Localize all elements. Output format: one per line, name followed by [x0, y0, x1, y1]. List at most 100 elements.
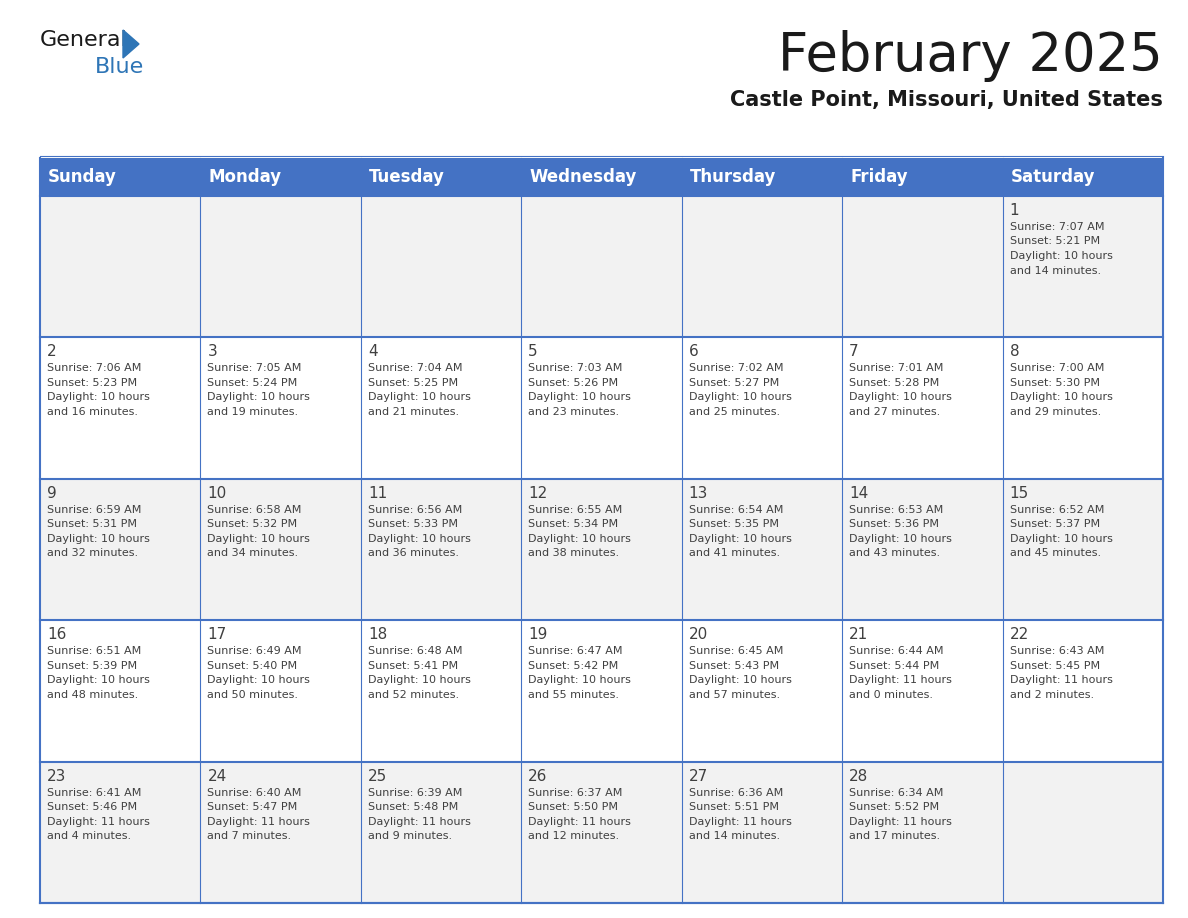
Text: Sunrise: 6:47 AM: Sunrise: 6:47 AM: [529, 646, 623, 656]
Bar: [40, 762, 1163, 903]
Text: General: General: [40, 30, 128, 50]
Text: 6: 6: [689, 344, 699, 360]
Text: Sunrise: 6:34 AM: Sunrise: 6:34 AM: [849, 788, 943, 798]
Text: and 14 minutes.: and 14 minutes.: [1010, 265, 1101, 275]
Text: 10: 10: [208, 486, 227, 501]
Text: Daylight: 10 hours: Daylight: 10 hours: [529, 676, 631, 685]
Text: Daylight: 10 hours: Daylight: 10 hours: [208, 392, 310, 402]
Text: Sunrise: 7:02 AM: Sunrise: 7:02 AM: [689, 364, 783, 374]
Text: 18: 18: [368, 627, 387, 643]
Text: Sunrise: 6:43 AM: Sunrise: 6:43 AM: [1010, 646, 1104, 656]
Text: 13: 13: [689, 486, 708, 501]
Text: and 17 minutes.: and 17 minutes.: [849, 831, 940, 841]
Text: Sunrise: 6:53 AM: Sunrise: 6:53 AM: [849, 505, 943, 515]
Text: Daylight: 10 hours: Daylight: 10 hours: [1010, 251, 1112, 261]
Text: Sunset: 5:32 PM: Sunset: 5:32 PM: [208, 520, 297, 530]
Text: 15: 15: [1010, 486, 1029, 501]
Text: Sunset: 5:33 PM: Sunset: 5:33 PM: [368, 520, 457, 530]
Text: 16: 16: [48, 627, 67, 643]
Text: Sunset: 5:51 PM: Sunset: 5:51 PM: [689, 802, 778, 812]
Text: Sunrise: 7:03 AM: Sunrise: 7:03 AM: [529, 364, 623, 374]
Text: Daylight: 10 hours: Daylight: 10 hours: [1010, 392, 1112, 402]
Text: and 50 minutes.: and 50 minutes.: [208, 689, 298, 700]
Text: and 14 minutes.: and 14 minutes.: [689, 831, 779, 841]
Text: and 36 minutes.: and 36 minutes.: [368, 548, 459, 558]
Text: Sunrise: 6:41 AM: Sunrise: 6:41 AM: [48, 788, 141, 798]
Text: and 2 minutes.: and 2 minutes.: [1010, 689, 1094, 700]
Text: Sunrise: 6:36 AM: Sunrise: 6:36 AM: [689, 788, 783, 798]
Polygon shape: [124, 30, 139, 58]
Text: and 52 minutes.: and 52 minutes.: [368, 689, 459, 700]
Text: Sunrise: 7:06 AM: Sunrise: 7:06 AM: [48, 364, 141, 374]
Text: Daylight: 10 hours: Daylight: 10 hours: [368, 676, 470, 685]
Text: Monday: Monday: [208, 168, 282, 186]
Text: Sunset: 5:31 PM: Sunset: 5:31 PM: [48, 520, 137, 530]
Text: 24: 24: [208, 768, 227, 784]
Text: Sunset: 5:52 PM: Sunset: 5:52 PM: [849, 802, 940, 812]
Text: 21: 21: [849, 627, 868, 643]
Text: Sunset: 5:30 PM: Sunset: 5:30 PM: [1010, 378, 1100, 388]
Bar: [40, 338, 1163, 479]
Text: and 57 minutes.: and 57 minutes.: [689, 689, 779, 700]
Text: Daylight: 10 hours: Daylight: 10 hours: [689, 392, 791, 402]
Text: Daylight: 10 hours: Daylight: 10 hours: [849, 533, 952, 543]
Text: and 16 minutes.: and 16 minutes.: [48, 407, 138, 417]
Text: and 38 minutes.: and 38 minutes.: [529, 548, 619, 558]
Text: 28: 28: [849, 768, 868, 784]
Text: and 27 minutes.: and 27 minutes.: [849, 407, 941, 417]
Text: 17: 17: [208, 627, 227, 643]
Text: Sunrise: 6:51 AM: Sunrise: 6:51 AM: [48, 646, 141, 656]
Text: Sunset: 5:21 PM: Sunset: 5:21 PM: [1010, 237, 1100, 247]
Text: Sunset: 5:42 PM: Sunset: 5:42 PM: [529, 661, 619, 671]
Text: Daylight: 10 hours: Daylight: 10 hours: [689, 533, 791, 543]
Text: 25: 25: [368, 768, 387, 784]
Text: and 9 minutes.: and 9 minutes.: [368, 831, 451, 841]
Text: and 23 minutes.: and 23 minutes.: [529, 407, 619, 417]
Text: Friday: Friday: [851, 168, 908, 186]
Text: Sunset: 5:48 PM: Sunset: 5:48 PM: [368, 802, 459, 812]
Text: Daylight: 10 hours: Daylight: 10 hours: [368, 392, 470, 402]
Text: 23: 23: [48, 768, 67, 784]
Text: 8: 8: [1010, 344, 1019, 360]
Text: Sunrise: 7:00 AM: Sunrise: 7:00 AM: [1010, 364, 1104, 374]
Text: and 29 minutes.: and 29 minutes.: [1010, 407, 1101, 417]
Text: Sunset: 5:26 PM: Sunset: 5:26 PM: [529, 378, 619, 388]
Text: Sunset: 5:37 PM: Sunset: 5:37 PM: [1010, 520, 1100, 530]
Text: Sunset: 5:27 PM: Sunset: 5:27 PM: [689, 378, 779, 388]
Text: Daylight: 11 hours: Daylight: 11 hours: [368, 817, 470, 826]
Text: Sunrise: 6:44 AM: Sunrise: 6:44 AM: [849, 646, 943, 656]
Bar: [40, 621, 1163, 762]
Text: Daylight: 11 hours: Daylight: 11 hours: [689, 817, 791, 826]
Text: Daylight: 10 hours: Daylight: 10 hours: [849, 392, 952, 402]
Text: Sunset: 5:24 PM: Sunset: 5:24 PM: [208, 378, 298, 388]
Text: and 32 minutes.: and 32 minutes.: [48, 548, 138, 558]
Text: and 34 minutes.: and 34 minutes.: [208, 548, 298, 558]
Text: Tuesday: Tuesday: [368, 168, 444, 186]
Text: and 45 minutes.: and 45 minutes.: [1010, 548, 1101, 558]
Text: Daylight: 10 hours: Daylight: 10 hours: [529, 533, 631, 543]
Text: Thursday: Thursday: [690, 168, 776, 186]
Text: 9: 9: [48, 486, 57, 501]
Text: 3: 3: [208, 344, 217, 360]
Text: Daylight: 11 hours: Daylight: 11 hours: [48, 817, 150, 826]
Text: Sunset: 5:41 PM: Sunset: 5:41 PM: [368, 661, 459, 671]
Text: Daylight: 10 hours: Daylight: 10 hours: [48, 392, 150, 402]
Text: Sunrise: 6:49 AM: Sunrise: 6:49 AM: [208, 646, 302, 656]
Text: Daylight: 10 hours: Daylight: 10 hours: [208, 676, 310, 685]
Text: Sunrise: 6:39 AM: Sunrise: 6:39 AM: [368, 788, 462, 798]
Text: Daylight: 10 hours: Daylight: 10 hours: [368, 533, 470, 543]
Text: Sunset: 5:44 PM: Sunset: 5:44 PM: [849, 661, 940, 671]
Text: Sunrise: 6:55 AM: Sunrise: 6:55 AM: [529, 505, 623, 515]
Bar: [40, 158, 1163, 196]
Text: Sunrise: 6:37 AM: Sunrise: 6:37 AM: [529, 788, 623, 798]
Text: Sunset: 5:39 PM: Sunset: 5:39 PM: [48, 661, 137, 671]
Text: 20: 20: [689, 627, 708, 643]
Bar: [40, 479, 1163, 621]
Text: Daylight: 11 hours: Daylight: 11 hours: [849, 817, 952, 826]
Text: Sunrise: 6:58 AM: Sunrise: 6:58 AM: [208, 505, 302, 515]
Text: and 0 minutes.: and 0 minutes.: [849, 689, 933, 700]
Text: Sunrise: 7:01 AM: Sunrise: 7:01 AM: [849, 364, 943, 374]
Text: 27: 27: [689, 768, 708, 784]
Text: and 41 minutes.: and 41 minutes.: [689, 548, 779, 558]
Text: and 25 minutes.: and 25 minutes.: [689, 407, 779, 417]
